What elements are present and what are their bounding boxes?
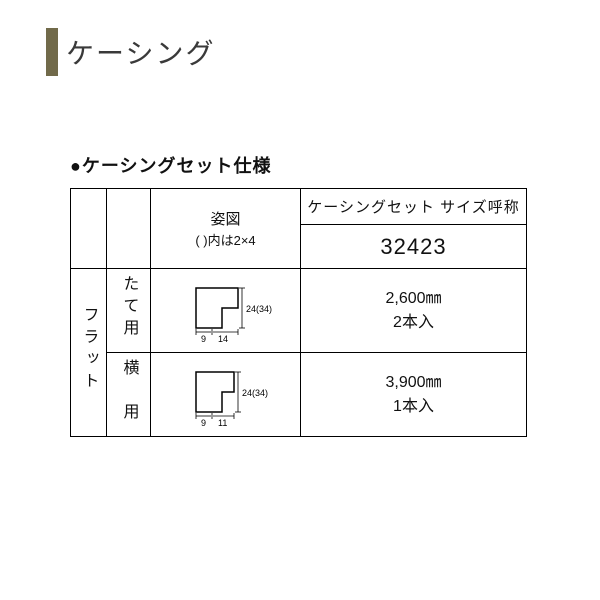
dim-w2: 14	[218, 334, 228, 344]
profile-icon: 9 14 24(34)	[166, 276, 286, 346]
group-label-text: フラット	[77, 306, 101, 394]
size-code: 32423	[301, 225, 527, 269]
profile-icon: 9 11 24(34)	[166, 360, 286, 430]
dim-w2: 11	[218, 418, 227, 428]
size-cell: 2,600㎜ 2本入	[301, 269, 527, 353]
blank-cell	[71, 189, 107, 269]
fig-header-sub: ( )内は2×4	[152, 230, 299, 249]
qty-text: 2本入	[302, 311, 525, 335]
row-type-text: たて用	[117, 275, 141, 341]
dim-h: 24(34)	[246, 304, 272, 314]
section-subtitle: ●ケーシングセット仕様	[0, 76, 600, 188]
fig-header: 姿図 ( )内は2×4	[151, 189, 301, 269]
profile-cell: 9 11 24(34)	[151, 353, 301, 437]
dim-w1: 9	[201, 418, 206, 428]
profile-cell: 9 14 24(34)	[151, 269, 301, 353]
size-header: ケーシングセット サイズ呼称	[301, 189, 527, 225]
row-type: たて用	[107, 269, 151, 353]
qty-text: 1本入	[302, 395, 525, 419]
page-title: ケーシング	[66, 32, 215, 72]
blank-cell	[107, 189, 151, 269]
spec-table: 姿図 ( )内は2×4 ケーシングセット サイズ呼称 32423 フラット たて…	[70, 188, 527, 437]
length-text: 2,600㎜	[302, 287, 525, 311]
dim-h: 24(34)	[242, 388, 268, 398]
size-cell: 3,900㎜ 1本入	[301, 353, 527, 437]
row-type: 横 用	[107, 353, 151, 437]
fig-header-main: 姿図	[152, 209, 299, 230]
dim-w1: 9	[201, 334, 206, 344]
row-type-text: 横 用	[117, 359, 141, 425]
title-row: ケーシング	[0, 0, 600, 76]
length-text: 3,900㎜	[302, 371, 525, 395]
group-label: フラット	[71, 269, 107, 437]
accent-bar	[46, 28, 58, 76]
